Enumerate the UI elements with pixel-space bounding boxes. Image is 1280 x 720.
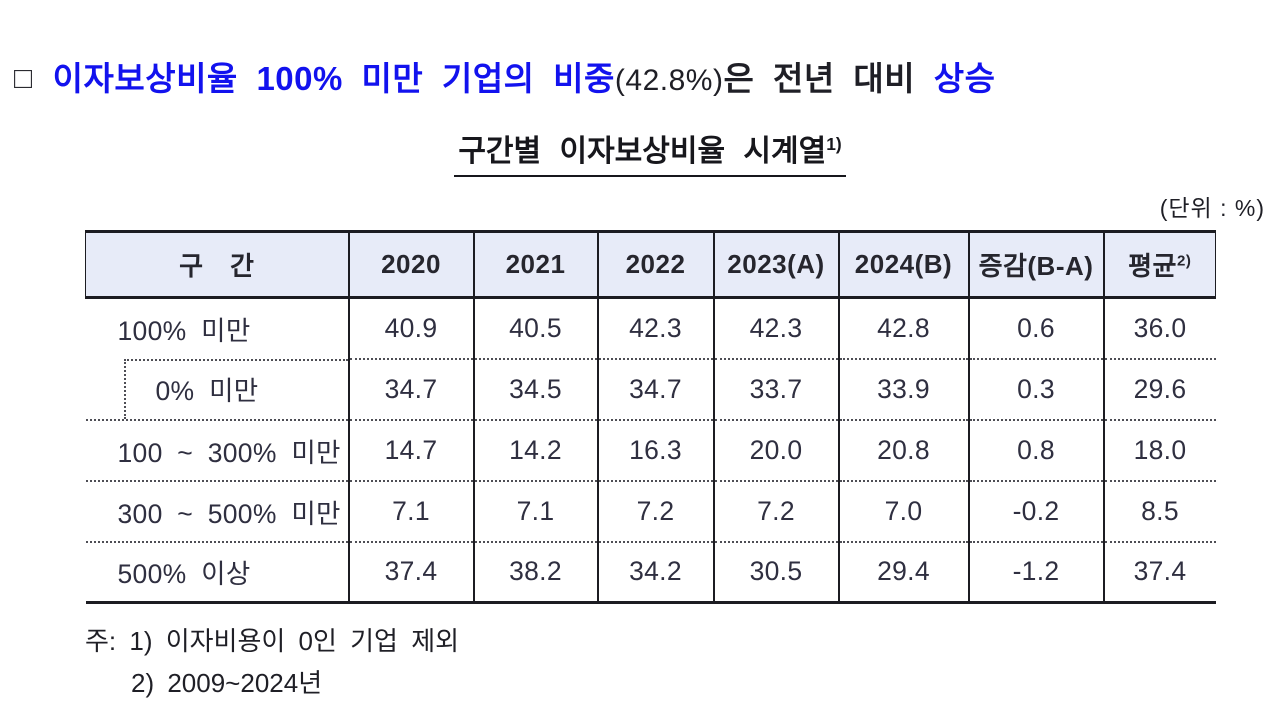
- cell-value: 42.8: [837, 297, 969, 359]
- table-row: 300 ~ 500% 미만 7.1 7.1 7.2 7.2 7.0 -0.2 8…: [85, 479, 1216, 542]
- footnote-1: 주: 1) 이자비용이 0인 기업 제외: [85, 626, 460, 656]
- row-label: 100% 미만: [117, 316, 251, 347]
- table-title: 구간별 이자보상비율 시계열1): [454, 126, 846, 177]
- cell-value: 36.0: [1102, 297, 1216, 359]
- cell-value: 37.4: [347, 540, 474, 604]
- cell-value: 34.7: [347, 357, 474, 420]
- cell-value: 34.7: [596, 357, 714, 420]
- cell-value: 7.1: [472, 479, 598, 542]
- cell-value: 33.9: [837, 357, 969, 420]
- cell-value: -0.2: [967, 479, 1104, 542]
- header-cell-change: 증감(B-A): [967, 230, 1104, 299]
- cell-value: 0.3: [967, 357, 1104, 420]
- cell-value: 7.0: [837, 479, 969, 542]
- table-header-row: 구 간 2020 2021 2022 2023(A) 2024(B) 증감(B-…: [85, 230, 1216, 299]
- cell-value: 7.2: [596, 479, 714, 542]
- cell-value: 33.7: [712, 357, 839, 420]
- heading-mid-text: 은 전년 대비: [723, 60, 934, 97]
- row-label: 500% 이상: [85, 540, 349, 604]
- cell-value: 14.2: [472, 418, 598, 481]
- section-heading: □ 이자보상비율 100% 미만 기업의 비중(42.8%)은 전년 대비 상승: [14, 52, 1266, 100]
- header-cell-2020: 2020: [347, 230, 474, 299]
- cell-value: 7.1: [347, 479, 474, 542]
- footnotes: 주: 1) 이자비용이 0인 기업 제외 2) 2009~2024년: [85, 620, 459, 704]
- cell-value: 0.8: [967, 418, 1104, 481]
- cell-value: 29.6: [1102, 357, 1216, 420]
- header-cell-2023a: 2023(A): [712, 230, 839, 299]
- header-cell-2024b: 2024(B): [837, 230, 969, 299]
- cell-value: 34.2: [596, 540, 714, 604]
- cell-value: 42.3: [712, 297, 839, 359]
- cell-value: 8.5: [1102, 479, 1216, 542]
- table-row: 100 ~ 300% 미만 14.7 14.2 16.3 20.0 20.8 0…: [85, 418, 1216, 481]
- row-label: 300 ~ 500% 미만: [85, 479, 349, 542]
- cell-value: 18.0: [1102, 418, 1216, 481]
- cell-value: 7.2: [712, 479, 839, 542]
- data-table-container: 구 간 2020 2021 2022 2023(A) 2024(B) 증감(B-…: [85, 230, 1216, 604]
- cell-value: 42.3: [596, 297, 714, 359]
- cell-value: 20.0: [712, 418, 839, 481]
- table-row: 500% 이상 37.4 38.2 34.2 30.5 29.4 -1.2 37…: [85, 540, 1216, 604]
- header-cell-average: 평균2): [1102, 230, 1216, 299]
- heading-tail-text: 상승: [933, 60, 996, 97]
- header-cell-range: 구 간: [85, 230, 349, 299]
- cell-value: 0.6: [967, 297, 1104, 359]
- table-row: 100% 미만 40.9 40.5 42.3 42.3 42.8 0.6 36.…: [86, 297, 1216, 359]
- cell-value: 34.5: [472, 357, 598, 420]
- cell-value: 16.3: [596, 418, 714, 481]
- cell-value: 30.5: [712, 540, 839, 604]
- cell-value: 20.8: [837, 418, 969, 481]
- cell-value: 38.2: [472, 540, 598, 604]
- cell-value: 40.9: [347, 297, 474, 359]
- header-cell-2021: 2021: [472, 230, 598, 299]
- unit-label: (단위 : %): [1159, 195, 1265, 221]
- header-cell-2022: 2022: [596, 230, 714, 299]
- table-row-sub: 0% 미만 34.7 34.5 34.7 33.7 33.9 0.3 29.6: [86, 357, 1216, 420]
- row-label: 100 ~ 300% 미만: [85, 418, 349, 481]
- cell-value: 29.4: [837, 540, 969, 604]
- heading-paren-value: (42.8%): [614, 64, 724, 97]
- row-label: 0% 미만: [86, 358, 349, 420]
- cell-value: -1.2: [967, 540, 1104, 604]
- cell-value: 37.4: [1102, 540, 1216, 604]
- cell-value: 14.7: [347, 418, 474, 481]
- cell-value: 40.5: [472, 297, 598, 359]
- title-footnote-marker: 1): [826, 134, 842, 154]
- data-table: 구 간 2020 2021 2022 2023(A) 2024(B) 증감(B-…: [85, 230, 1216, 604]
- square-bullet-icon: □: [14, 62, 33, 95]
- average-footnote-marker: 2): [1176, 252, 1192, 270]
- heading-main-text: 이자보상비율 100% 미만 기업의 비중: [52, 60, 615, 97]
- footnote-2: 2) 2009~2024년: [131, 668, 323, 698]
- table-title-row: 구간별 이자보상비율 시계열1): [85, 126, 1215, 177]
